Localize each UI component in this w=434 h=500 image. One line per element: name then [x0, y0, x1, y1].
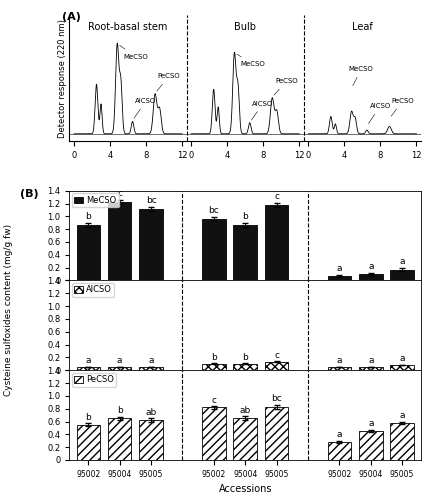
X-axis label: Accessions: Accessions — [218, 484, 272, 494]
Text: bc: bc — [146, 196, 156, 205]
Bar — [202, 219, 226, 280]
Bar — [390, 365, 414, 370]
Text: a: a — [399, 354, 405, 363]
Text: a: a — [148, 356, 154, 365]
Bar — [390, 423, 414, 460]
Bar — [139, 367, 163, 370]
Bar — [108, 367, 132, 370]
Legend: MeCSO: MeCSO — [72, 193, 119, 207]
Bar — [265, 362, 288, 370]
Text: bc: bc — [271, 394, 282, 404]
Bar — [202, 364, 226, 370]
Bar — [76, 367, 100, 370]
Bar — [265, 407, 288, 460]
Text: MeCSO: MeCSO — [349, 66, 374, 86]
Bar — [390, 270, 414, 280]
Text: a: a — [117, 356, 122, 365]
Text: Cysteine sulfoxides content (mg/g fw): Cysteine sulfoxides content (mg/g fw) — [4, 224, 13, 396]
Bar — [108, 202, 132, 280]
Bar — [76, 224, 100, 280]
Bar — [76, 424, 100, 460]
Text: (B): (B) — [20, 189, 39, 199]
Bar — [139, 210, 163, 280]
Text: c: c — [274, 351, 279, 360]
Text: AlCSO: AlCSO — [368, 103, 391, 124]
Text: PeCSO: PeCSO — [391, 98, 414, 116]
Text: Bulb: Bulb — [234, 22, 256, 32]
Bar — [265, 205, 288, 281]
Text: a: a — [337, 264, 342, 274]
Text: a: a — [368, 356, 374, 365]
Bar — [359, 367, 382, 370]
Text: b: b — [211, 353, 217, 362]
Bar — [328, 442, 351, 460]
Text: ab: ab — [145, 408, 157, 416]
Bar — [328, 276, 351, 280]
Text: AlCSO: AlCSO — [134, 98, 157, 118]
Bar — [233, 224, 257, 280]
Text: a: a — [399, 411, 405, 420]
Text: c: c — [211, 396, 216, 404]
Text: b: b — [117, 406, 122, 416]
Text: Leaf: Leaf — [352, 22, 373, 32]
Bar — [359, 274, 382, 280]
Text: a: a — [399, 258, 405, 266]
Text: b: b — [85, 212, 91, 221]
Bar — [108, 418, 132, 460]
Text: PeCSO: PeCSO — [274, 78, 298, 95]
Bar — [328, 367, 351, 370]
Text: b: b — [85, 413, 91, 422]
Legend: PeCSO: PeCSO — [72, 372, 116, 386]
Bar — [139, 420, 163, 460]
Text: AlCSO: AlCSO — [251, 100, 274, 120]
Text: MeCSO: MeCSO — [119, 46, 148, 60]
Text: a: a — [337, 356, 342, 365]
Text: ab: ab — [240, 406, 251, 415]
Bar — [202, 408, 226, 460]
Text: Root-basal stem: Root-basal stem — [89, 22, 168, 32]
Text: b: b — [242, 353, 248, 362]
Text: (A): (A) — [62, 12, 81, 22]
Legend: AlCSO: AlCSO — [72, 283, 115, 297]
Text: a: a — [337, 430, 342, 439]
Y-axis label: Detector response (220 nm): Detector response (220 nm) — [58, 18, 67, 138]
Text: MeCSO: MeCSO — [237, 54, 266, 67]
Text: c: c — [117, 190, 122, 198]
Text: b: b — [242, 212, 248, 221]
Bar — [233, 418, 257, 460]
Bar — [233, 364, 257, 370]
Text: a: a — [368, 420, 374, 428]
Text: PeCSO: PeCSO — [157, 74, 181, 91]
Text: a: a — [85, 356, 91, 365]
Text: c: c — [274, 192, 279, 201]
Text: a: a — [368, 262, 374, 272]
Text: bc: bc — [208, 206, 219, 215]
Bar — [359, 431, 382, 460]
